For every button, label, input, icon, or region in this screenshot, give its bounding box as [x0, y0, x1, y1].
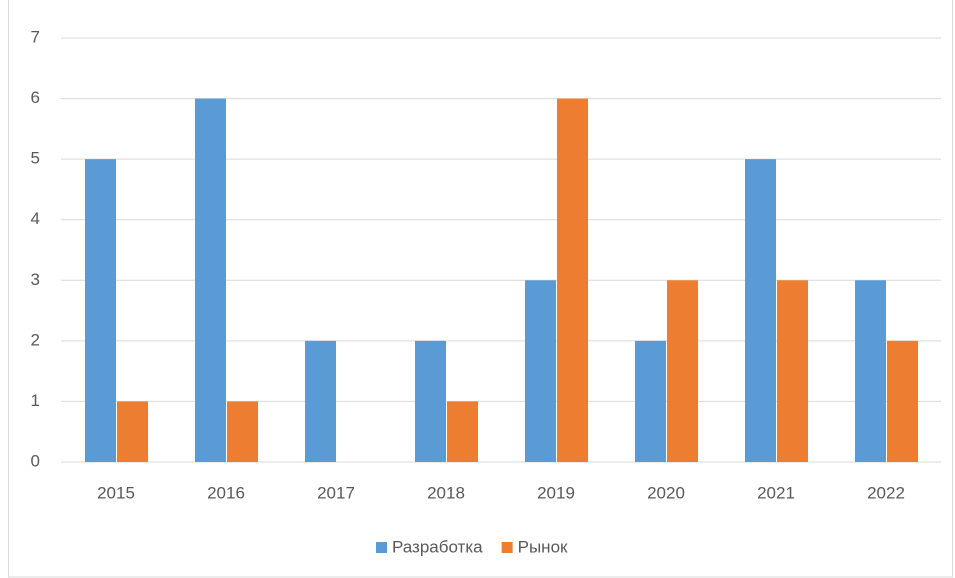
y-tick-label: 2: [31, 330, 40, 349]
y-tick-label: 0: [31, 451, 40, 470]
x-tick-label: 2018: [427, 483, 465, 502]
bar: [305, 340, 336, 462]
chart-frame: [8, 0, 953, 578]
x-tick-label: 2016: [207, 483, 245, 502]
bar: [415, 340, 446, 462]
legend-label: Рынок: [518, 537, 568, 556]
y-tick-label: 6: [31, 88, 40, 107]
bar: [525, 280, 556, 462]
x-tick-label: 2021: [757, 483, 795, 502]
bar: [447, 401, 478, 462]
x-tick-label: 2015: [97, 483, 135, 502]
x-tick-label: 2020: [647, 483, 685, 502]
bar: [557, 98, 588, 463]
x-tick-label: 2017: [317, 483, 355, 502]
bar: [887, 340, 918, 462]
bar: [85, 159, 116, 462]
legend-label: Разработка: [392, 537, 483, 556]
x-tick-label: 2019: [537, 483, 575, 502]
bar: [855, 280, 886, 462]
y-tick-label: 1: [31, 391, 40, 410]
x-tick-label: 2022: [867, 483, 905, 502]
legend-swatch: [501, 542, 513, 553]
y-tick-label: 7: [31, 27, 40, 46]
bar: [745, 159, 776, 462]
bar: [195, 98, 226, 463]
bar: [777, 280, 808, 462]
bar: [117, 401, 148, 462]
legend-swatch: [376, 542, 387, 553]
bar: [635, 340, 666, 462]
y-tick-label: 4: [31, 209, 40, 228]
y-tick-label: 5: [31, 149, 40, 168]
bar: [227, 401, 258, 462]
bar: [667, 280, 698, 462]
y-tick-label: 3: [31, 270, 40, 289]
